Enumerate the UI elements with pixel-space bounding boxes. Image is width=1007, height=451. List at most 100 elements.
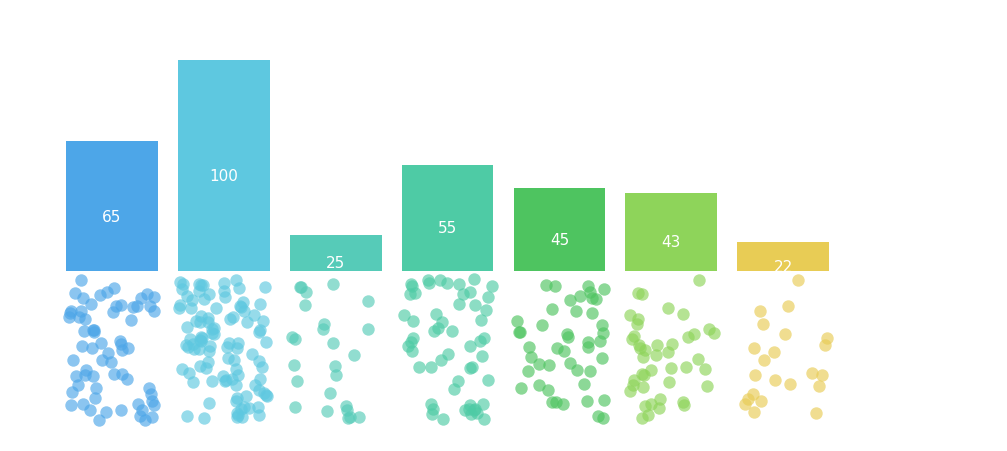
Point [224, 375, 240, 382]
Point [236, 308, 252, 315]
Point [557, 347, 573, 354]
Point [254, 364, 270, 371]
Point [652, 395, 668, 402]
Point [520, 367, 536, 374]
Point [218, 377, 234, 384]
Point [555, 401, 571, 408]
Point [635, 371, 652, 378]
Point [469, 409, 485, 416]
Point [132, 413, 148, 420]
Point [258, 283, 274, 290]
Point [69, 382, 86, 389]
Point [77, 372, 93, 379]
Text: 65: 65 [102, 210, 122, 225]
Point [535, 322, 551, 329]
Point [191, 280, 207, 287]
Text: 25: 25 [326, 257, 345, 272]
Point [346, 352, 363, 359]
Point [201, 347, 218, 354]
Point [321, 389, 337, 396]
Text: 22: 22 [773, 260, 793, 275]
Point [228, 276, 244, 284]
Point [467, 301, 483, 308]
Point [660, 348, 676, 355]
Point [560, 333, 576, 341]
Point [531, 361, 547, 368]
Point [465, 276, 481, 283]
Point [179, 413, 195, 420]
Point [133, 295, 149, 302]
Point [650, 341, 666, 349]
Point [229, 410, 245, 417]
Point [106, 370, 122, 377]
Point [175, 280, 191, 287]
Point [699, 382, 715, 390]
Point [125, 303, 141, 310]
Point [474, 352, 490, 359]
Point [630, 341, 646, 349]
Point [237, 403, 253, 410]
Point [316, 320, 332, 327]
Point [60, 313, 77, 321]
Point [460, 405, 476, 413]
Point [595, 329, 611, 336]
Point [144, 397, 160, 404]
Point [511, 329, 527, 336]
Point [64, 389, 81, 396]
Point [196, 415, 212, 422]
Point [622, 387, 638, 394]
Point [200, 359, 217, 366]
Point [258, 392, 274, 399]
Point [287, 404, 303, 411]
Point [113, 406, 129, 414]
Point [85, 373, 101, 380]
Point [457, 407, 473, 414]
Point [596, 285, 612, 293]
Point [622, 311, 638, 318]
Point [206, 330, 223, 337]
Point [471, 338, 487, 345]
Point [240, 318, 256, 325]
Point [255, 317, 271, 324]
Point [84, 301, 100, 308]
Point [119, 376, 135, 383]
Point [524, 353, 540, 360]
Point [538, 281, 554, 289]
Point [253, 375, 269, 382]
Point [744, 391, 760, 398]
Point [142, 302, 158, 309]
Point [100, 350, 116, 357]
Point [568, 307, 584, 314]
Point [314, 326, 330, 333]
Point [245, 351, 261, 358]
Point [205, 325, 222, 332]
Point [77, 316, 93, 323]
Point [690, 356, 706, 363]
Point [98, 408, 114, 415]
Point [509, 317, 525, 324]
Point [203, 330, 220, 337]
Point [548, 399, 564, 406]
Point [222, 315, 238, 322]
Point [228, 366, 244, 373]
Point [660, 305, 676, 312]
Point [701, 325, 717, 332]
Point [579, 282, 595, 289]
Text: 100: 100 [209, 169, 239, 184]
Point [804, 369, 820, 376]
Text: 45: 45 [550, 233, 569, 248]
Point [241, 405, 257, 412]
Point [293, 283, 309, 290]
Point [428, 310, 444, 317]
Point [411, 364, 427, 371]
Point [231, 412, 247, 419]
Point [580, 339, 596, 346]
Point [766, 349, 782, 356]
Point [755, 320, 771, 327]
Point [594, 322, 610, 329]
Point [233, 304, 249, 311]
Point [141, 384, 157, 391]
Point [425, 405, 441, 412]
Point [230, 414, 246, 421]
Point [179, 292, 195, 299]
